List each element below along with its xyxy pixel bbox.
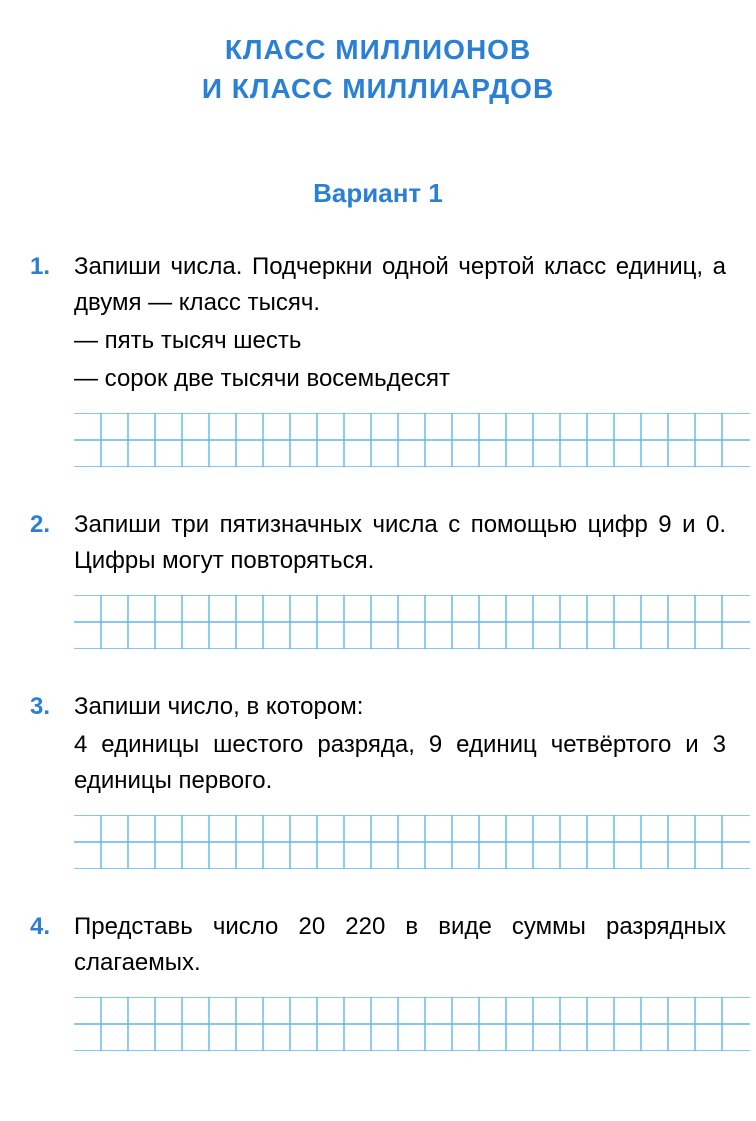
title-line-2: И КЛАСС МИЛЛИАРДОВ [30,69,726,108]
problem: 4.Представь число 20 220 в виде суммы ра… [30,909,726,1051]
problem-number: 4. [30,909,74,945]
title-line-1: КЛАСС МИЛЛИОНОВ [30,30,726,69]
problem-row: 3.Запиши число, в котором:4 единицы шест… [30,689,726,801]
problem-row: 4.Представь число 20 220 в виде суммы ра… [30,909,726,983]
problem: 1.Запиши числа. Подчеркни одной чертой к… [30,249,726,467]
problem-number: 3. [30,689,74,725]
problem-text-line: — сорок две тысячи восемьдесят [74,361,726,397]
worksheet-page: КЛАСС МИЛЛИОНОВ И КЛАСС МИЛЛИАРДОВ Вариа… [0,0,756,1121]
problem-number: 1. [30,249,74,285]
problem: 3.Запиши число, в котором:4 единицы шест… [30,689,726,869]
problem-body: Представь число 20 220 в виде суммы разр… [74,909,726,983]
problem-text-line: Запиши числа. Подчеркни одной чертой кла… [74,249,726,321]
problem-text-line: — пять тысяч шесть [74,323,726,359]
problem-text-line: Запиши число, в котором: [74,689,726,725]
problem-row: 2.Запиши три пятизначных числа с помощью… [30,507,726,581]
answer-grid [74,815,726,869]
subtitle: Вариант 1 [30,178,726,209]
problem: 2.Запиши три пятизначных числа с помощью… [30,507,726,649]
problem-text-line: Запиши три пятизначных числа с помощью ц… [74,507,726,579]
problem-body: Запиши три пятизначных числа с помощью ц… [74,507,726,581]
problem-body: Запиши числа. Подчеркни одной чертой кла… [74,249,726,399]
main-title: КЛАСС МИЛЛИОНОВ И КЛАСС МИЛЛИАРДОВ [30,30,726,108]
problem-text-line: 4 единицы шестого разряда, 9 единиц четв… [74,727,726,799]
problems-container: 1.Запиши числа. Подчеркни одной чертой к… [30,249,726,1051]
answer-grid [74,413,726,467]
problem-text-line: Представь число 20 220 в виде суммы разр… [74,909,726,981]
problem-number: 2. [30,507,74,543]
answer-grid [74,595,726,649]
problem-row: 1.Запиши числа. Подчеркни одной чертой к… [30,249,726,399]
problem-body: Запиши число, в котором:4 единицы шестог… [74,689,726,801]
answer-grid [74,997,726,1051]
